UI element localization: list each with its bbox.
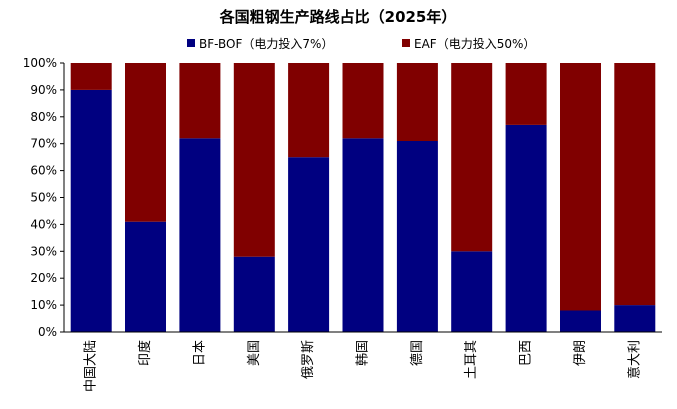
bar-segment-bf-bof xyxy=(288,157,330,332)
bar-segment-bf-bof xyxy=(451,251,493,332)
bar-segment-eaf xyxy=(288,63,330,158)
x-category-label: 中国大陆 xyxy=(83,340,99,392)
x-category-label: 巴西 xyxy=(519,340,534,366)
legend-swatch-eaf xyxy=(402,39,410,47)
bar-segment-bf-bof xyxy=(70,89,112,333)
bar-segment-bf-bof xyxy=(396,141,438,332)
x-category-label: 土耳其 xyxy=(464,340,479,379)
y-tick-label: 0% xyxy=(38,325,57,339)
y-tick-label: 30% xyxy=(30,244,57,258)
y-tick-label: 10% xyxy=(30,298,57,312)
legend-swatch-bf-bof xyxy=(187,39,195,47)
y-axis: 0% 10% 20% 30% 40% 50% 60% 70% 80% 90% 100% xyxy=(23,56,65,339)
y-tick-label: 60% xyxy=(30,164,57,178)
bar-segment-eaf xyxy=(451,63,493,252)
bar-segment-eaf xyxy=(125,63,166,222)
chart-title: 各国粗钢生产路线占比（2025年） xyxy=(219,8,457,26)
x-category-label: 伊朗 xyxy=(573,340,588,366)
legend-label-bf-bof: BF-BOF（电力投入7%） xyxy=(199,36,333,51)
x-category-label: 印度 xyxy=(137,340,153,366)
legend: BF-BOF（电力投入7%） EAF（电力投入50%） xyxy=(187,36,535,51)
x-category-label: 意大利 xyxy=(626,340,642,379)
x-category-label: 日本 xyxy=(192,340,207,366)
x-category-label: 德国 xyxy=(410,340,425,366)
bar-segment-bf-bof xyxy=(125,221,166,332)
bar-segment-eaf xyxy=(70,63,112,90)
x-category-label: 韩国 xyxy=(356,340,371,366)
bar-segment-eaf xyxy=(179,63,221,139)
bar-segment-eaf xyxy=(396,63,438,141)
bars xyxy=(70,63,656,333)
y-tick-label: 90% xyxy=(30,83,57,97)
legend-label-eaf: EAF（电力投入50%） xyxy=(414,36,535,51)
y-tick-label: 40% xyxy=(30,217,57,231)
bar-segment-eaf xyxy=(560,63,601,311)
y-tick-label: 50% xyxy=(30,191,57,205)
bar-segment-eaf xyxy=(233,63,275,257)
bar-segment-bf-bof xyxy=(342,138,384,332)
bar-segment-bf-bof xyxy=(233,256,275,332)
x-axis: 中国大陆 印度 日本 美国 俄罗斯 韩国 德国 土耳其 巴西 伊朗 意大利 xyxy=(64,331,662,392)
bar-segment-eaf xyxy=(614,63,656,306)
x-category-label: 俄罗斯 xyxy=(301,340,316,379)
bar-segment-bf-bof xyxy=(560,310,601,332)
bar-segment-eaf xyxy=(342,63,384,139)
bar-segment-eaf xyxy=(505,63,547,125)
y-tick-label: 70% xyxy=(30,137,57,151)
x-category-label: 美国 xyxy=(247,340,262,366)
y-tick-label: 100% xyxy=(23,56,57,70)
bar-segment-bf-bof xyxy=(614,305,656,332)
y-tick-label: 80% xyxy=(30,110,57,124)
bar-segment-bf-bof xyxy=(505,124,547,333)
y-tick-label: 20% xyxy=(30,271,57,285)
bar-segment-bf-bof xyxy=(179,138,221,332)
